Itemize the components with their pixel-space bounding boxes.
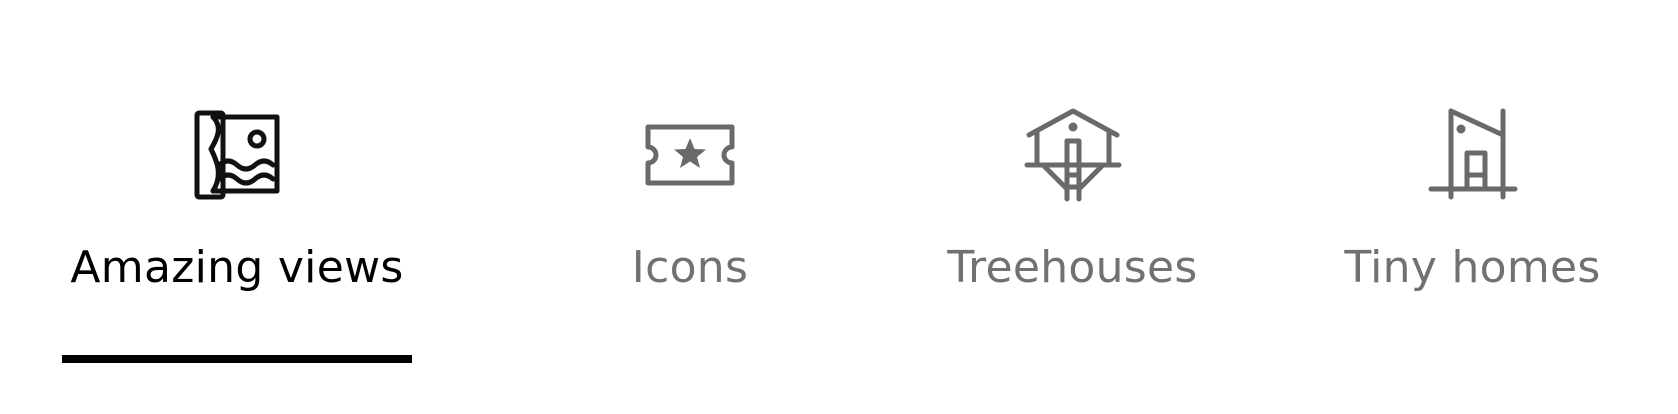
tab-tiny-homes[interactable]: Tiny homes: [1335, 100, 1610, 380]
tab-treehouses[interactable]: Treehouses: [935, 100, 1210, 380]
tab-label: Tiny homes: [1344, 242, 1601, 293]
treehouse-icon: [1018, 100, 1128, 210]
tab-label: Amazing views: [70, 242, 404, 293]
tab-amazing-views[interactable]: Amazing views: [62, 100, 412, 380]
active-tab-underline: [62, 355, 412, 363]
tab-label: Icons: [631, 242, 749, 293]
amazing-views-icon: [182, 100, 292, 210]
tab-label: Treehouses: [947, 242, 1198, 293]
ticket-star-icon: [635, 100, 745, 210]
tab-icons[interactable]: Icons: [590, 100, 790, 380]
tiny-home-icon: [1418, 100, 1528, 210]
